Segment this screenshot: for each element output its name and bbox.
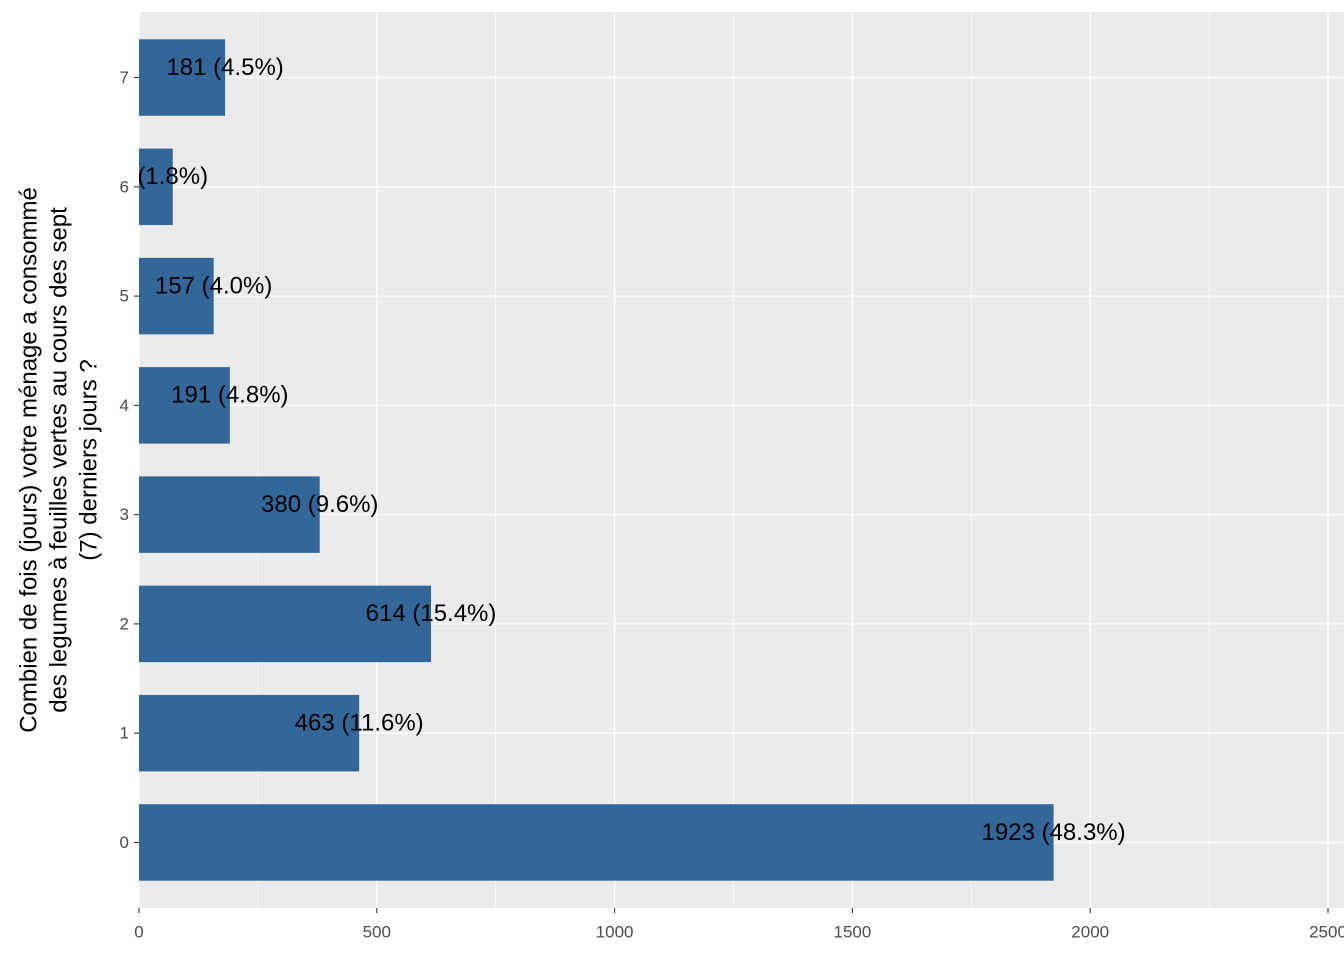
y-tick-label: 2 xyxy=(120,614,129,633)
y-tick-label: 6 xyxy=(120,177,129,196)
value-label: 1923 (48.3%) xyxy=(982,819,1126,846)
value-label: (1.8%) xyxy=(137,163,208,190)
bar xyxy=(139,804,1054,881)
y-tick-label: 1 xyxy=(120,724,129,743)
bar xyxy=(139,39,226,116)
y-tick-label: 5 xyxy=(120,287,129,306)
value-label: 157 (4.0%) xyxy=(155,272,272,299)
y-tick-label: 3 xyxy=(120,505,129,524)
bar xyxy=(139,694,360,772)
bar xyxy=(139,148,173,226)
value-label: 181 (4.5%) xyxy=(166,54,283,81)
value-label: 380 (9.6%) xyxy=(261,491,378,518)
x-tick-label: 500 xyxy=(363,922,391,941)
panel xyxy=(139,12,1344,908)
x-tick-label: 2500 xyxy=(1309,922,1344,941)
y-axis-title-line: Combien de fois (jours) votre ménage a c… xyxy=(15,187,42,733)
value-label: 463 (11.6%) xyxy=(295,710,424,737)
value-label: 191 (4.8%) xyxy=(171,382,288,409)
x-tick-label: 1500 xyxy=(833,922,871,941)
bar xyxy=(139,585,432,663)
y-tick-label: 7 xyxy=(120,68,129,87)
bar xyxy=(139,367,230,444)
x-tick-label: 2000 xyxy=(1071,922,1109,941)
y-axis-title: Combien de fois (jours) votre ménage a c… xyxy=(15,187,102,733)
y-axis-title-line: (7) derniers jours ? xyxy=(75,359,102,560)
value-label: 614 (15.4%) xyxy=(366,600,497,627)
y-tick-label: 0 xyxy=(120,833,129,852)
x-tick-label: 1000 xyxy=(596,922,634,941)
bar xyxy=(139,257,214,335)
y-tick-label: 4 xyxy=(120,396,129,415)
y-axis-title-line: des legumes à feuilles vertes au cours d… xyxy=(45,207,72,713)
bar xyxy=(139,476,320,553)
x-tick-label: 0 xyxy=(134,922,143,941)
